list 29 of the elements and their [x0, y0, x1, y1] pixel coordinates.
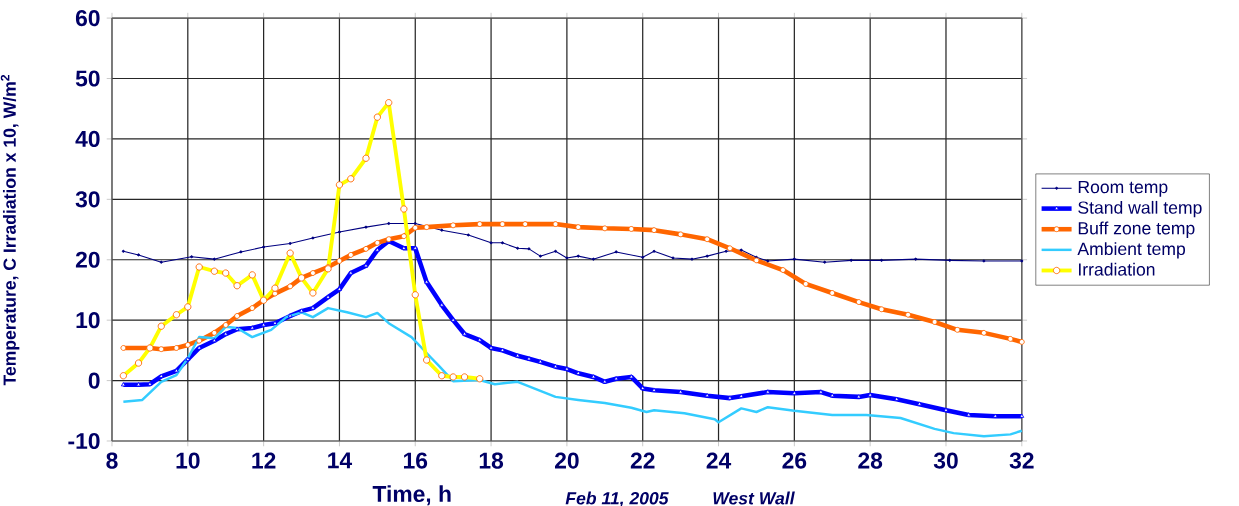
y-tick-label: 60 — [75, 9, 100, 27]
text: West Wall — [713, 491, 795, 505]
x-tick-label: 18 — [479, 452, 504, 469]
x-tick-label: 10 — [176, 452, 200, 469]
x-tick-label: 26 — [782, 452, 807, 469]
x-tick-label: 32 — [1009, 452, 1034, 469]
y-tick-label: 10 — [76, 312, 100, 329]
x-tick-label: 20 — [554, 452, 579, 469]
x-tick-label: 12 — [252, 452, 276, 469]
y-tick-label: 0 — [88, 372, 100, 389]
y-tick-label: 30 — [75, 191, 100, 208]
legend-label: Buff zone temp — [1078, 221, 1195, 238]
y-tick-label: 40 — [75, 130, 100, 147]
y-tick-label: 20 — [75, 251, 100, 268]
x-tick-label: 28 — [858, 452, 883, 469]
x-tick-label: 24 — [706, 452, 732, 469]
x-tick-label: 22 — [630, 452, 655, 469]
x-tick-label: 14 — [328, 452, 353, 469]
legend-label: Ambient temp — [1077, 242, 1186, 259]
y-tick-label: 50 — [75, 70, 100, 87]
x-tick-label: 8 — [106, 452, 118, 469]
legend-label: Irradiation — [1079, 262, 1155, 276]
x-tick-label: 30 — [933, 452, 958, 469]
y-tick-label: -10 — [68, 432, 100, 450]
legend-label: Room temp — [1078, 180, 1168, 197]
y-axis-title: Temperature, C Irradiation x 10, W/m$^{2}$ — [0, 74, 20, 386]
x-axis-title: Time, h — [372, 485, 451, 506]
legend-label: Stand wall temp — [1078, 200, 1202, 218]
x-tick-label: 16 — [403, 452, 428, 469]
